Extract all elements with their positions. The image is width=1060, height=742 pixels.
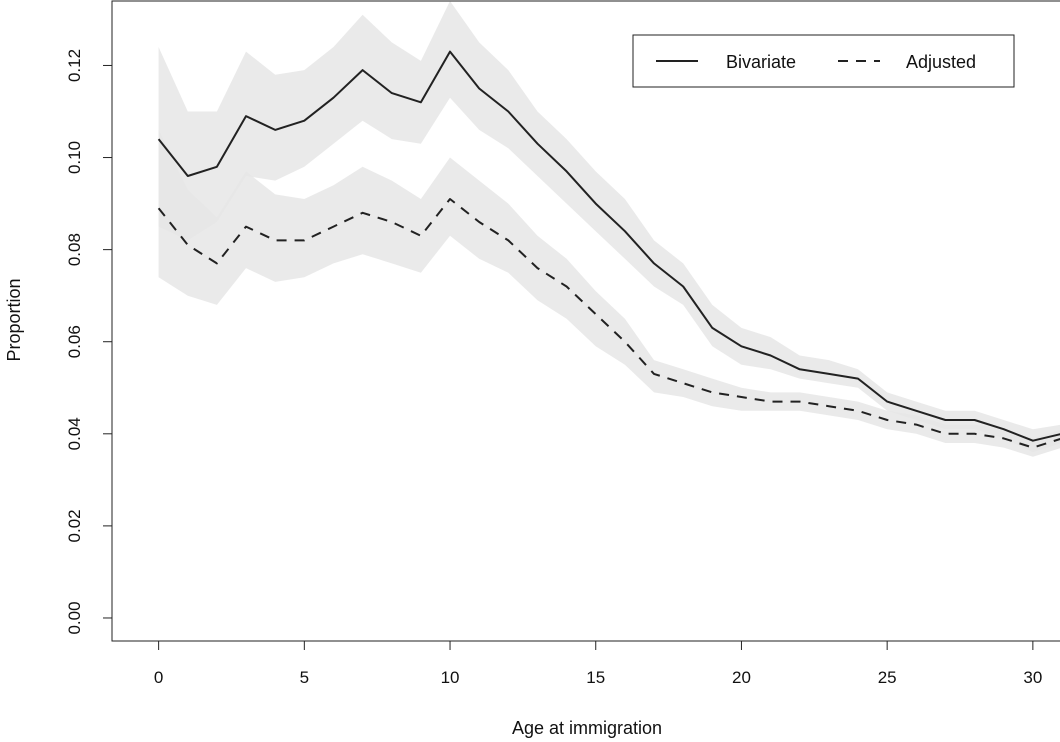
band-bivariate <box>158 1 1060 453</box>
series-lines <box>157 50 1060 449</box>
x-tick-label: 10 <box>441 668 460 687</box>
legend-label-bivariate: Bivariate <box>726 52 796 72</box>
x-tick-label: 5 <box>300 668 309 687</box>
legend-label-adjusted: Adjusted <box>906 52 976 72</box>
x-tick-label: 30 <box>1023 668 1042 687</box>
x-tick-label: 0 <box>154 668 163 687</box>
x-tick-label: 20 <box>732 668 751 687</box>
y-tick-label: 0.08 <box>65 233 84 266</box>
x-tick-label: 15 <box>586 668 605 687</box>
band-adjusted <box>158 129 1060 457</box>
y-axis: 0.00 0.02 0.04 0.06 0.08 0.10 0.12 <box>65 49 113 635</box>
y-axis-label: Proportion <box>4 278 24 361</box>
y-tick-label: 0.12 <box>65 49 84 82</box>
confidence-bands <box>158 1 1060 457</box>
x-tick-label: 25 <box>878 668 897 687</box>
y-tick-label: 0.00 <box>65 601 84 634</box>
y-tick-label: 0.06 <box>65 325 84 358</box>
x-axis-label: Age at immigration <box>512 718 662 738</box>
y-tick-label: 0.04 <box>65 417 84 450</box>
y-tick-label: 0.02 <box>65 509 84 542</box>
y-tick-label: 0.10 <box>65 141 84 174</box>
x-axis: 0 5 10 15 20 25 30 <box>154 640 1042 687</box>
legend: Bivariate Adjusted <box>632 34 1015 88</box>
line-bivariate <box>157 50 1060 442</box>
